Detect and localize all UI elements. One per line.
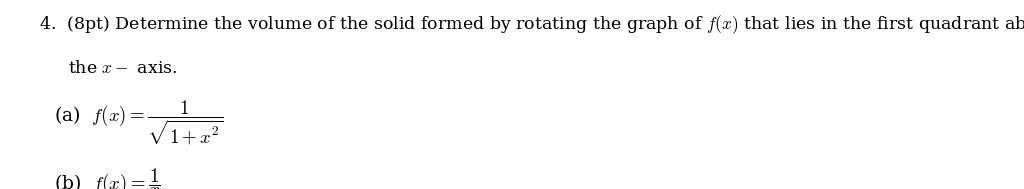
Text: (a)  $f(x) = \dfrac{1}{\sqrt{1+x^2}}$: (a) $f(x) = \dfrac{1}{\sqrt{1+x^2}}$ [54,98,224,147]
Text: the $x-$ axis.: the $x-$ axis. [68,60,177,77]
Text: (b)  $f(x) = \dfrac{1}{x}$: (b) $f(x) = \dfrac{1}{x}$ [54,166,161,189]
Text: 4.  (8pt) Determine the volume of the solid formed by rotating the graph of $f(x: 4. (8pt) Determine the volume of the sol… [39,13,1024,36]
